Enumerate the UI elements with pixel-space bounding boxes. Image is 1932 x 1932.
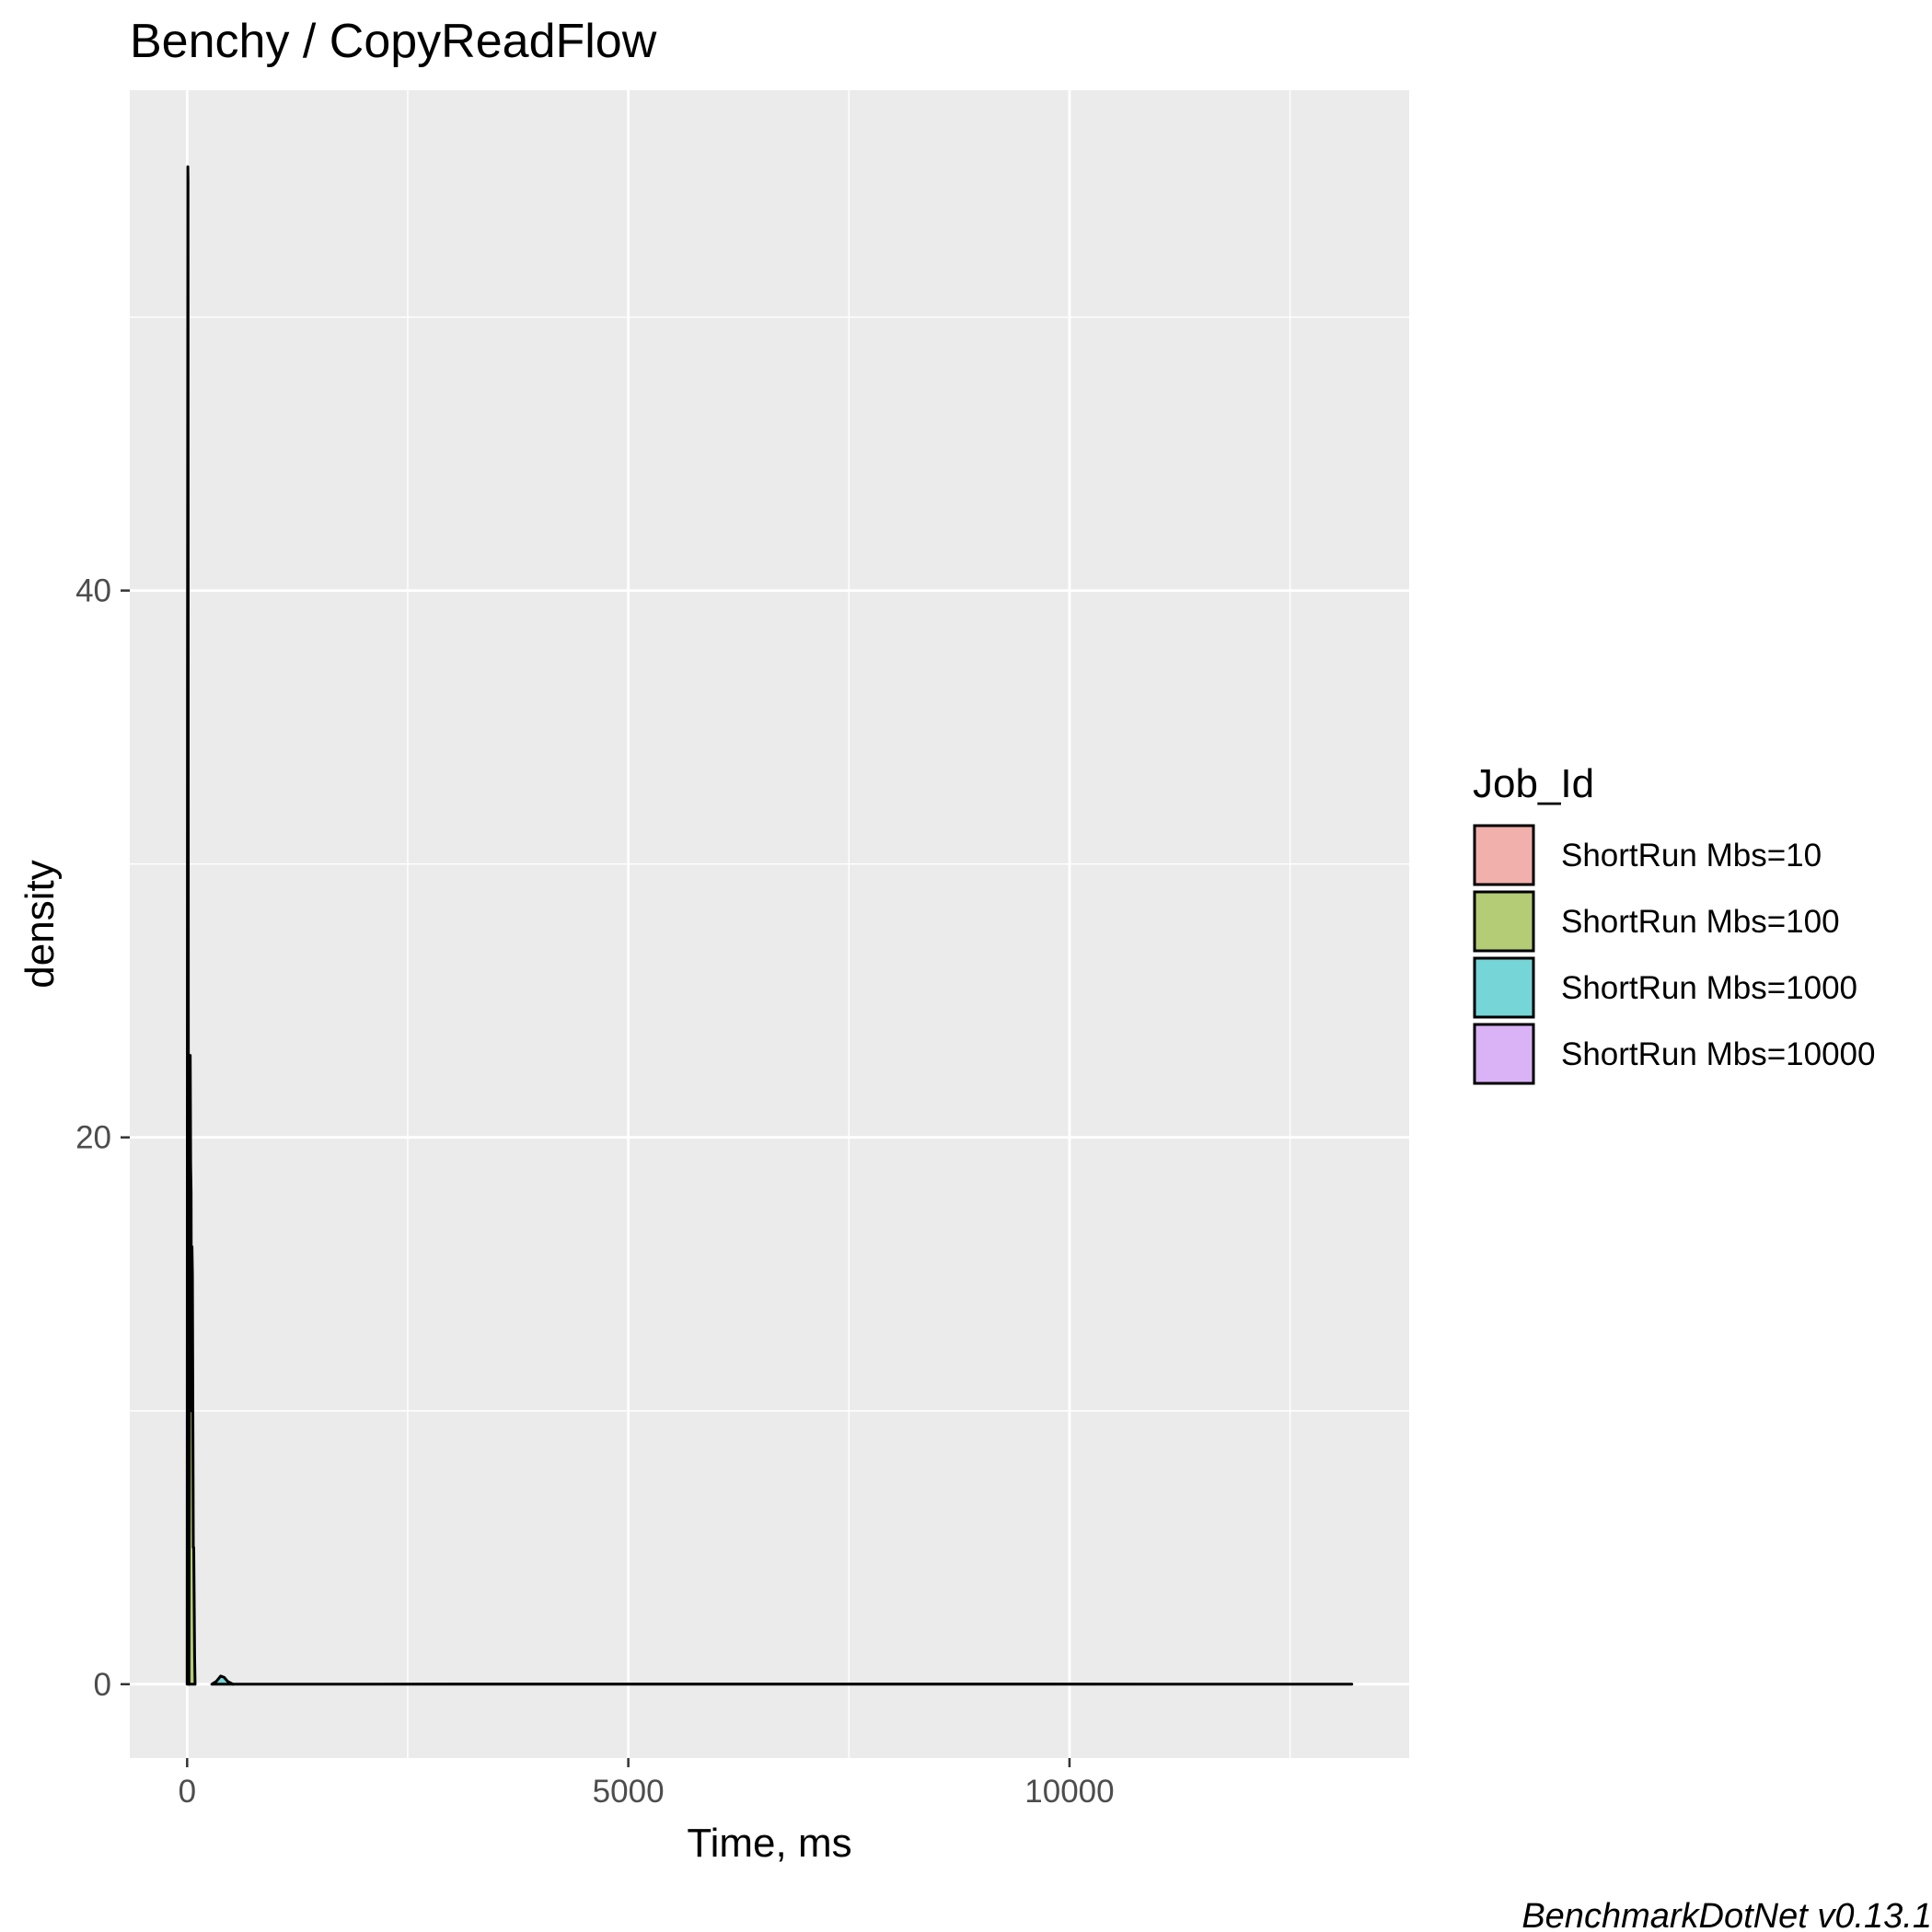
x-tick-label: 10000	[1024, 1774, 1114, 1810]
legend-key-swatch	[1473, 956, 1535, 1019]
axes: 0 5000 10000 0 20 40	[75, 573, 1115, 1810]
y-tick-label: 40	[75, 573, 111, 609]
legend-key-swatch	[1473, 890, 1535, 953]
legend-label: ShortRun Mbs=10000	[1561, 1036, 1875, 1072]
x-axis-title: Time, ms	[687, 1821, 851, 1866]
x-tick-label: 0	[179, 1774, 196, 1810]
legend-label: ShortRun Mbs=1000	[1561, 970, 1857, 1006]
minor-gridlines	[130, 90, 1409, 1758]
legend-label: ShortRun Mbs=10	[1561, 838, 1822, 873]
legend-label: ShortRun Mbs=100	[1561, 904, 1840, 940]
x-tick-label: 5000	[593, 1774, 665, 1810]
chart-title: Benchy / CopyReadFlow	[130, 15, 657, 68]
density-series	[185, 165, 1354, 1686]
legend-key-swatch	[1473, 1023, 1535, 1085]
legend-key-swatch	[1473, 824, 1535, 886]
y-tick-label: 20	[75, 1120, 111, 1156]
caption: BenchmarkDotNet v0.13.1	[1521, 1897, 1932, 1932]
y-axis-title: density	[17, 860, 63, 988]
density-area-series-2	[187, 1054, 197, 1686]
legend-title: Job_Id	[1473, 761, 1594, 806]
y-tick-label: 0	[94, 1667, 111, 1703]
legend: Job_Id ShortRun Mbs=10 ShortRun Mbs=100 Sh…	[1473, 761, 1875, 1085]
plot-panel	[130, 90, 1409, 1758]
